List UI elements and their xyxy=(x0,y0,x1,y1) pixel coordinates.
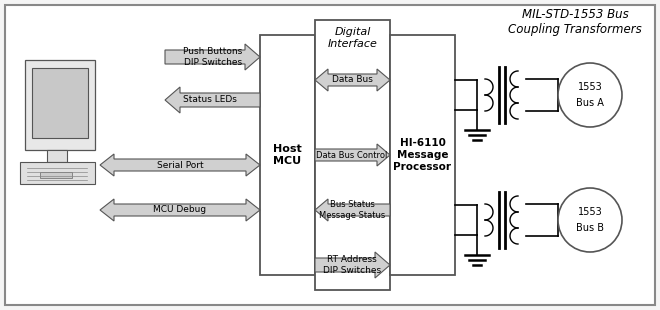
Bar xyxy=(40,172,72,178)
Bar xyxy=(25,60,95,150)
Text: Digital
Interface: Digital Interface xyxy=(327,27,378,49)
Text: MIL-STD-1553 Bus
Coupling Transformers: MIL-STD-1553 Bus Coupling Transformers xyxy=(508,7,642,37)
Text: Status LEDs: Status LEDs xyxy=(183,95,237,104)
Text: 1553: 1553 xyxy=(578,207,603,217)
Text: Push Buttons
DIP Switches: Push Buttons DIP Switches xyxy=(183,47,243,67)
Text: Bus Status
Message Status: Bus Status Message Status xyxy=(319,200,385,220)
Text: Bus A: Bus A xyxy=(576,98,604,108)
Polygon shape xyxy=(315,199,390,221)
Text: Serial Port: Serial Port xyxy=(156,161,203,170)
Polygon shape xyxy=(100,199,260,221)
Polygon shape xyxy=(100,154,260,176)
Bar xyxy=(47,150,67,162)
Text: 1553: 1553 xyxy=(578,82,603,92)
Circle shape xyxy=(558,63,622,127)
Text: HI-6110
Message
Processor: HI-6110 Message Processor xyxy=(393,138,451,172)
Text: MCU Debug: MCU Debug xyxy=(153,206,207,215)
Circle shape xyxy=(558,188,622,252)
Bar xyxy=(260,35,315,275)
Text: Data Bus: Data Bus xyxy=(331,76,372,85)
Text: Bus B: Bus B xyxy=(576,223,604,233)
Polygon shape xyxy=(315,144,390,166)
Polygon shape xyxy=(165,44,260,70)
Polygon shape xyxy=(315,252,390,278)
Polygon shape xyxy=(165,87,260,113)
Bar xyxy=(315,20,390,290)
Bar xyxy=(20,162,95,184)
Text: Data Bus Control: Data Bus Control xyxy=(316,150,387,160)
Bar xyxy=(32,68,88,138)
Polygon shape xyxy=(315,69,390,91)
Text: Host
MCU: Host MCU xyxy=(273,144,302,166)
Text: RT Address
DIP Switches: RT Address DIP Switches xyxy=(323,255,381,275)
Bar xyxy=(390,35,455,275)
